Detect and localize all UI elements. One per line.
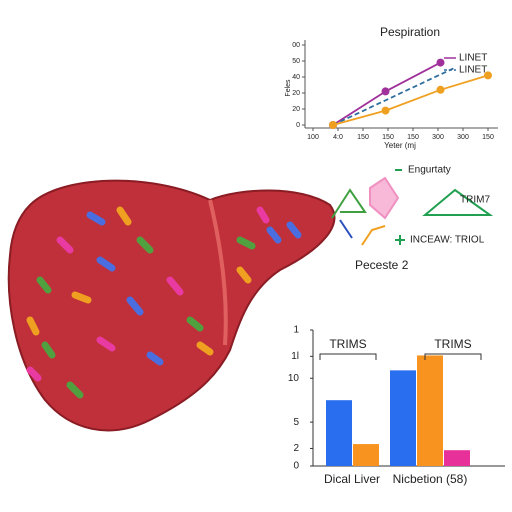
- bar: [390, 370, 416, 466]
- y-tick-label: 1l: [291, 351, 299, 362]
- y-tick-label: 0: [293, 461, 299, 472]
- diagram-label: TRIM7: [460, 195, 490, 206]
- x-tick-label: 150: [407, 134, 419, 141]
- legend-label: LINET: [459, 65, 487, 76]
- liver-spots: [26, 206, 302, 399]
- y-tick-label: 5: [293, 417, 299, 428]
- diagram-label: Engurtaty: [408, 165, 451, 176]
- liver-lobe-line: [208, 199, 228, 346]
- pathway-diagram: [331, 169, 494, 246]
- x-axis-label: Yeter (mj: [384, 141, 416, 150]
- x-tick-label: 300: [432, 134, 444, 141]
- x-tick-label: 300: [457, 134, 469, 141]
- point: [436, 85, 445, 94]
- x-tick-label: 100: [307, 134, 319, 141]
- y-tick-label: 50: [292, 58, 300, 65]
- y-tick-label: 20: [292, 90, 300, 97]
- y-tick-label: 2: [293, 443, 299, 454]
- x-tick-label: 4:0: [333, 134, 343, 141]
- diagram-label: Peceste 2: [355, 258, 409, 272]
- bracket: [319, 353, 377, 360]
- y-tick-label: 40: [292, 74, 300, 81]
- point: [381, 87, 390, 96]
- point: [381, 106, 390, 115]
- chart-title: Pespiration: [380, 25, 440, 39]
- point: [484, 71, 492, 80]
- x-tick-label: Dical Liver: [324, 472, 380, 486]
- liver: [7, 179, 336, 432]
- legend-label: LINET: [459, 53, 487, 64]
- annotation: TRIMS: [434, 337, 471, 351]
- bar: [417, 355, 443, 466]
- annotation: TRIMS: [329, 337, 366, 351]
- y-tick-label: 10: [288, 373, 300, 384]
- bracket: [424, 353, 482, 360]
- y-tick-label: 00: [292, 42, 300, 49]
- diagram-label: INCEAW: TRIOL: [410, 235, 485, 246]
- y-axis-label: Feles: [285, 79, 292, 97]
- x-tick-label: 150: [357, 134, 369, 141]
- x-tick-label: 150: [382, 134, 394, 141]
- liver-shape: [7, 179, 336, 432]
- y-tick-label: 0: [296, 122, 300, 129]
- bar: [444, 450, 470, 466]
- x-tick-label: 150: [482, 134, 494, 141]
- bar: [326, 400, 352, 466]
- bar: [353, 444, 379, 466]
- point: [436, 58, 445, 67]
- x-tick-label: Nicbetion (58): [393, 472, 468, 486]
- y-tick-label: 1: [293, 325, 299, 336]
- y-tick-label: 20: [292, 106, 300, 113]
- point: [329, 121, 337, 129]
- series-line: [332, 74, 489, 126]
- series-line: [332, 66, 456, 126]
